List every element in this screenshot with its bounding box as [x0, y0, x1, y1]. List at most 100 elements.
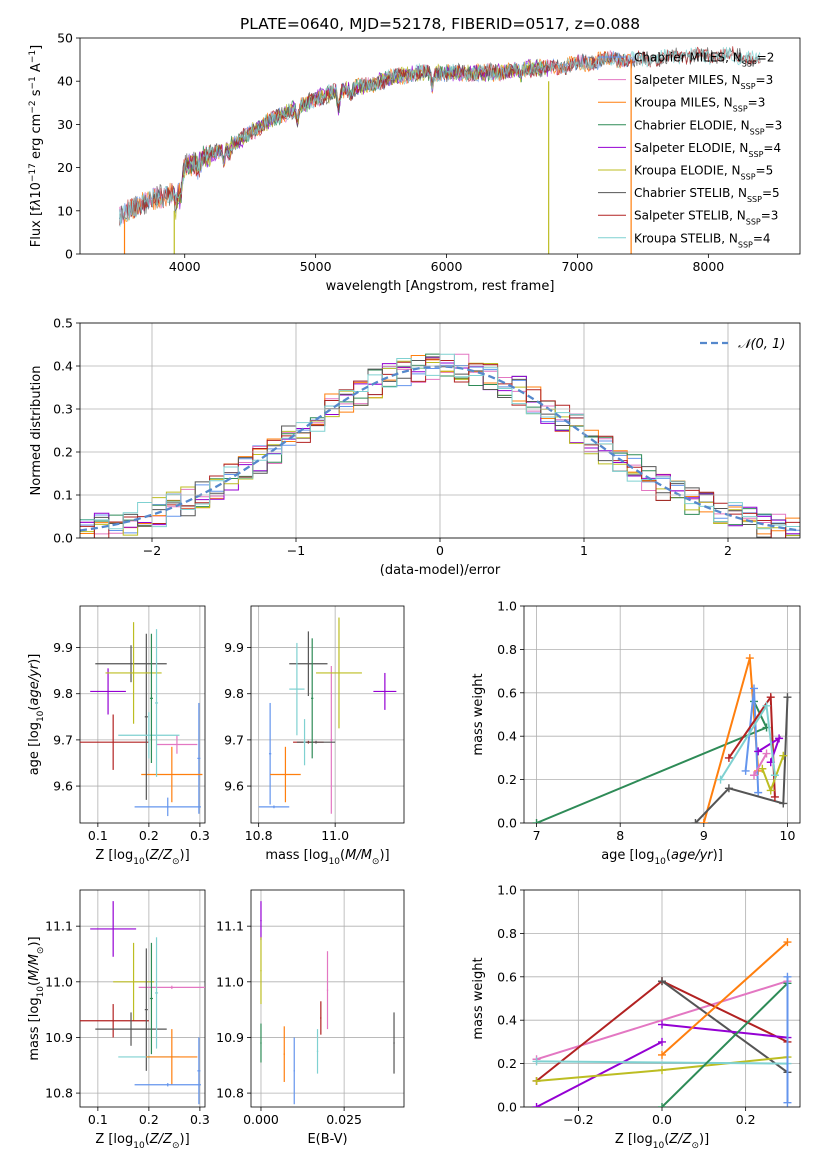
weight-point-marker [779, 799, 788, 808]
spectrum-legend: Chabrier MILES, NSSP=2 Salpeter MILES, NS… [598, 51, 782, 249]
y-tick-label: 11.1 [216, 919, 244, 934]
x-tick-label: 0.3 [190, 1112, 210, 1127]
x-tick-label: 11.0 [321, 828, 349, 843]
legend-entry-label: 𝒩(0, 1) [738, 337, 785, 352]
legend-entry-label: Salpeter ELODIE, NSSP=4 [634, 141, 781, 159]
x-tick-label: 0.2 [139, 828, 159, 843]
legend-entry-label: Chabrier STELIB, NSSP=5 [634, 186, 780, 204]
x-axis-label: Z [log10(Z/Z⊙)] [95, 1132, 189, 1151]
y-tick-label: 0.1 [53, 488, 73, 503]
weight-point-marker [775, 734, 784, 743]
y-tick-label: 1.0 [497, 599, 517, 614]
weight-series-line [536, 1060, 788, 1065]
errorbar-point [393, 1012, 395, 1074]
weight-series [699, 654, 763, 823]
errorbar-point [260, 1023, 262, 1063]
errorbar-point [316, 1029, 319, 1074]
x-tick-label: 8000 [692, 259, 724, 274]
errorbar-point [268, 702, 272, 805]
plot-area [80, 901, 205, 1105]
weight-series-line [661, 941, 789, 1056]
extinction-mass-errorbar-plot: 0.000 0.025 10.8 10.9 11.0 11.1 E(B-V) [216, 889, 405, 1147]
plot-frame [250, 605, 405, 824]
x-tick-label: 6000 [431, 259, 463, 274]
metallicity-age-errorbar-plot: 0.1 0.2 0.3 9.6 9.7 9.8 9.9 Z [log10(Z/Z⊙)] age … [27, 605, 210, 867]
x-tick-label: 0.3 [190, 828, 210, 843]
weight-point-marker [658, 1066, 666, 1075]
errorbar-point [289, 631, 328, 697]
weight-point-marker [745, 654, 754, 663]
weight-point-marker [754, 788, 763, 797]
weight-point-marker [770, 771, 779, 780]
x-tick-label: 5000 [300, 259, 332, 274]
x-tick-label: 7 [533, 828, 541, 843]
x-tick-label: 1 [580, 543, 588, 558]
weight-point-marker [766, 693, 775, 702]
weight-series-line [661, 1023, 788, 1039]
weight-series-line [757, 736, 781, 763]
x-tick-label: 2 [724, 543, 732, 558]
axis-ticks: 7 8 9 10 0.0 0.2 0.4 0.6 0.8 1.0 [497, 599, 795, 844]
y-tick-label: 0.6 [497, 969, 517, 984]
weight-series [691, 693, 792, 823]
plot-frame [79, 889, 206, 1108]
weight-point-marker [754, 747, 763, 756]
plot-frame [523, 605, 801, 824]
y-tick-label: 0.4 [497, 1013, 517, 1028]
axis-ticks: 0.000 0.025 10.8 10.9 11.0 11.1 [216, 919, 362, 1127]
y-tick-label: 0.8 [497, 642, 517, 657]
weight-point-marker [724, 784, 733, 793]
legend-entry-label: Chabrier ELODIE, NSSP=3 [634, 118, 782, 136]
x-tick-label: 0.2 [736, 1112, 756, 1127]
weight-series [754, 734, 784, 767]
weight-series [750, 749, 771, 780]
y-axis-label: Normed distribution [29, 366, 44, 496]
errorbar-point [90, 901, 137, 957]
mass-age-errorbar-plot: 10.8 11.0 9.6 9.7 9.8 9.9 mass [log10(M/M⊙)] [224, 605, 405, 867]
y-axis-label: Flux [fλ10−17 erg cm−2 s−1 A−1] [28, 45, 44, 247]
x-tick-label: −1 [287, 543, 305, 558]
plot-area [118, 46, 761, 254]
y-tick-label: 0.0 [497, 816, 517, 831]
y-tick-label: 11.1 [45, 919, 73, 934]
errorbar-point [293, 1037, 295, 1105]
weight-point-marker [658, 1103, 666, 1107]
x-axis-label: mass [log10(M/M⊙)] [265, 848, 389, 867]
weight-series-line [536, 1041, 663, 1107]
spectrum-series-line [118, 46, 761, 227]
x-tick-label: 0.000 [243, 1112, 279, 1127]
y-tick-label: 0.4 [53, 359, 73, 374]
grid-lines [80, 890, 205, 1107]
y-tick-label: 9.7 [224, 732, 244, 747]
y-tick-label: 0.2 [53, 445, 73, 460]
errorbar-point [289, 642, 305, 736]
metallicity-mass-errorbar-plot: 0.1 0.2 0.3 10.8 10.9 11.0 11.1 Z [log10(Z/Z⊙)]… [27, 889, 210, 1151]
y-tick-label: 9.9 [224, 640, 244, 655]
y-tick-label: 9.6 [53, 779, 73, 794]
plot-area [260, 901, 395, 1105]
x-axis-label: Z [log10(Z/Z⊙)] [95, 848, 189, 867]
errorbar-point [373, 672, 397, 710]
axis-ticks: 4000 5000 6000 7000 8000 0 10 20 30 40 50 [57, 31, 724, 275]
errorbar-point [303, 719, 306, 766]
errorbar-point [258, 805, 290, 809]
weight-series [658, 938, 792, 1059]
y-tick-label: 0.4 [497, 729, 517, 744]
weight-series-line [661, 982, 789, 1107]
weight-point-marker [783, 972, 792, 981]
x-tick-label: 4000 [169, 259, 201, 274]
errorbar-point [134, 1083, 201, 1087]
axis-ticks: −2 −1 0 1 2 0.0 0.1 0.2 0.3 0.4 0.5 [53, 316, 732, 559]
weight-series [532, 697, 771, 823]
y-tick-label: 9.8 [224, 686, 244, 701]
grid-lines [251, 606, 404, 823]
weight-point-marker [691, 819, 700, 823]
grid-lines [524, 889, 800, 1108]
errorbar-point [134, 797, 201, 817]
x-tick-label: 8 [616, 828, 624, 843]
weight-point-marker [783, 938, 792, 947]
errorbar-point [138, 985, 205, 990]
x-axis-label: (data-model)/error [380, 563, 501, 578]
legend-entry-label: Salpeter MILES, NSSP=3 [634, 73, 773, 91]
axis-ticks: −0.2 0.0 0.2 0.0 0.2 0.4 0.6 0.8 1.0 [497, 883, 755, 1128]
